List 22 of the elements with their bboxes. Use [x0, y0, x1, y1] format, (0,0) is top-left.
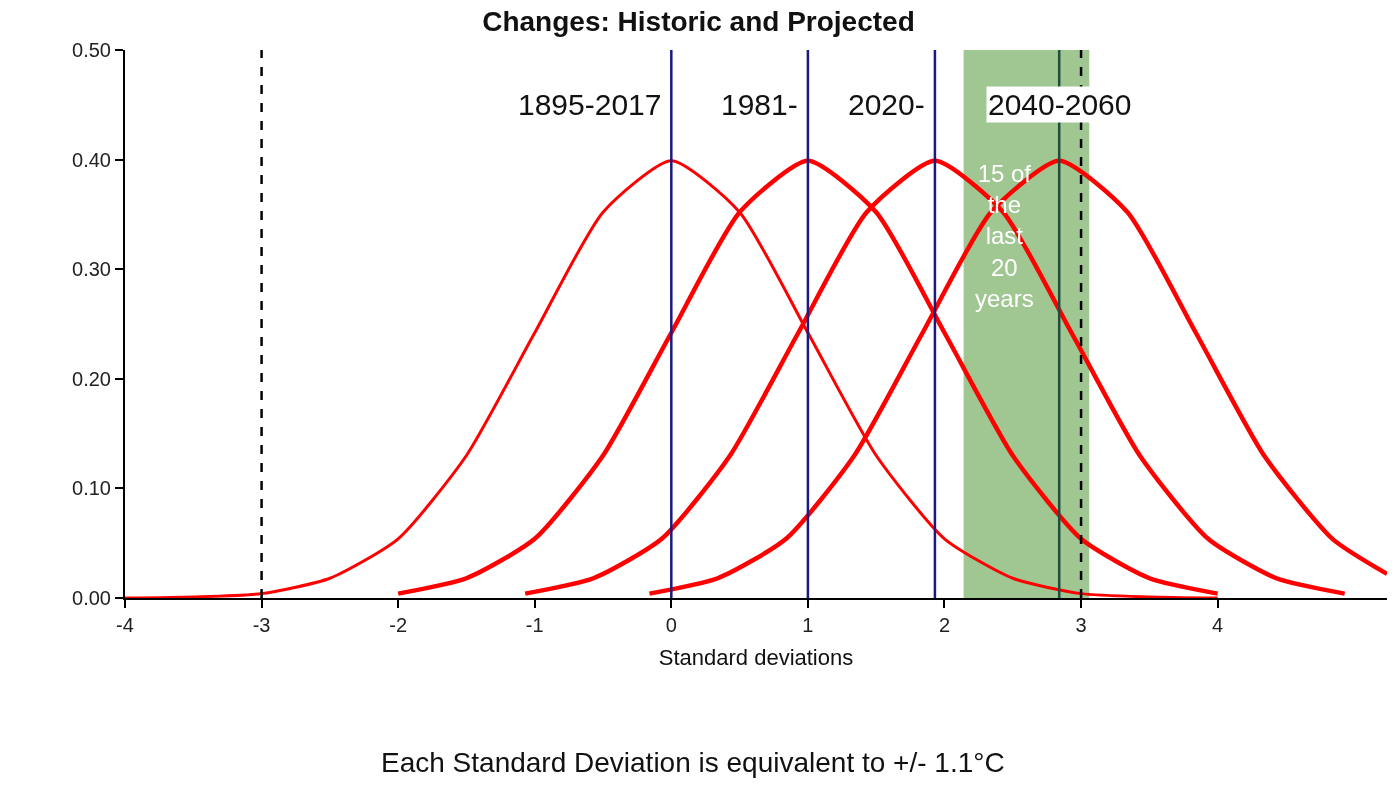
y-tick-label: 0.50 [72, 39, 111, 61]
x-tick-label: 3 [1075, 614, 1087, 636]
x-tick-label: 2 [938, 614, 951, 636]
x-axis-title: Standard deviations [658, 645, 854, 671]
x-tick-label: -1 [525, 614, 544, 636]
x-tick-label: -4 [116, 614, 134, 636]
x-tick-label: -3 [252, 614, 271, 636]
y-tick-label: 0.20 [72, 367, 111, 390]
annotation: 1895-2017 [518, 88, 662, 121]
y-tick-label: 0.00 [72, 587, 111, 609]
y-tick-label: 0.40 [72, 148, 111, 171]
annotation: 2020- [848, 88, 925, 121]
annotation: 1981- [721, 88, 798, 121]
annotation: 2040-2060 [988, 88, 1132, 121]
chart-title: Changes: Historic and Projected [482, 6, 915, 38]
text: Each Standard Deviation is equivalent to +/- 1.1°C [381, 747, 1005, 778]
x-tick-label: 0 [665, 614, 677, 636]
x-tick-label: 4 [1212, 614, 1224, 636]
x-tick-label: 1 [802, 614, 814, 636]
y-tick-label: 0.10 [72, 477, 111, 500]
x-tick-label: -2 [389, 614, 408, 636]
y-tick-label: 0.30 [72, 258, 111, 281]
